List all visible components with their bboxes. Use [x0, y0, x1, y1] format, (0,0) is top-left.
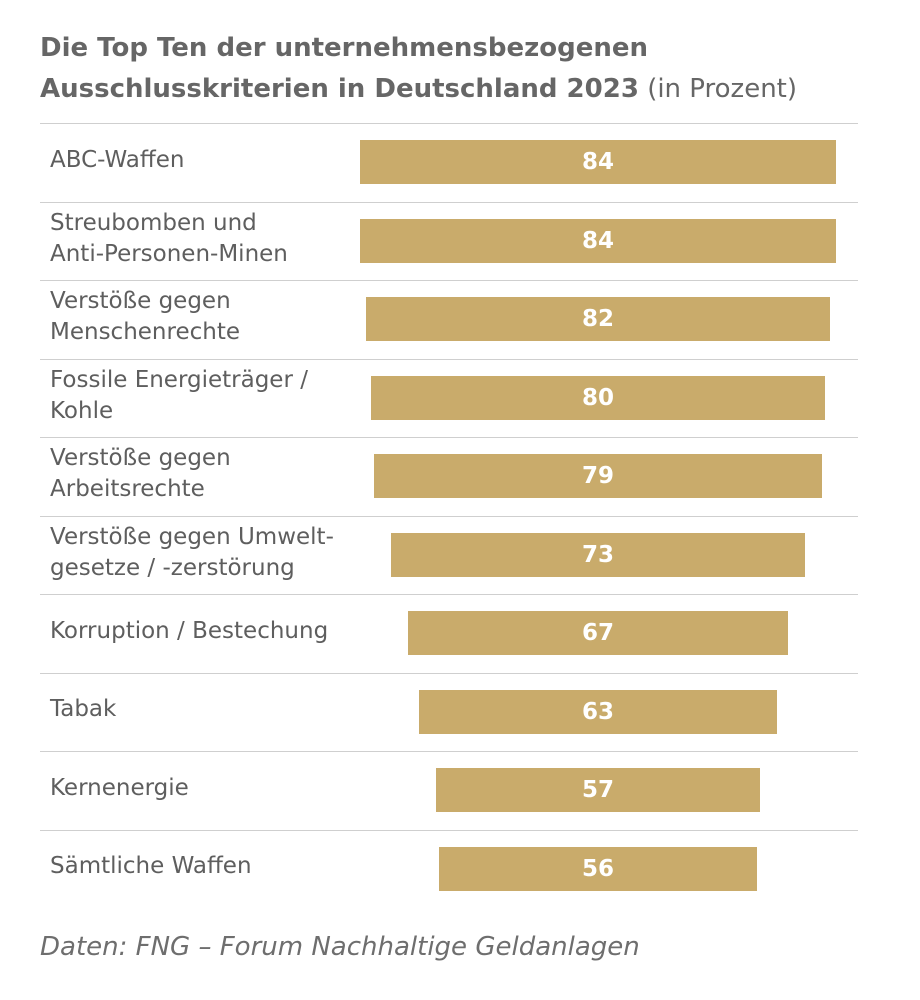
bar-value-label: 82 — [581, 306, 614, 333]
bar — [359, 218, 837, 263]
row-separator — [40, 751, 858, 752]
bar-value-label: 56 — [581, 855, 614, 882]
category-label: ABC-Waffen — [50, 145, 370, 176]
category-label: Tabak — [50, 694, 370, 725]
category-label-line: Anti-Personen-Minen — [50, 240, 288, 267]
category-label-line: Fossile Energieträger / — [50, 366, 308, 393]
chart-title-main: Die Top Ten der unternehmensbezogenen Au… — [40, 33, 648, 104]
bar — [371, 375, 825, 420]
category-label-line: Arbeitsrechte — [50, 476, 205, 503]
row-separator — [40, 594, 858, 595]
category-label-line: Korruption / Bestechung — [50, 617, 329, 644]
category-label-line: Tabak — [50, 696, 117, 723]
category-label-line: Streubomben und — [50, 209, 257, 236]
bar — [391, 532, 805, 577]
row-separator — [40, 673, 858, 674]
row-separator — [40, 280, 858, 281]
category-label-line: Kohle — [50, 397, 114, 424]
category-label-line: Sämtliche Waffen — [50, 853, 252, 880]
category-label-line: gesetze / -zerstörung — [50, 554, 295, 581]
chart-title: Die Top Ten der unternehmensbezogenen Au… — [40, 28, 900, 110]
category-label: Verstöße gegen Arbeitsrechte — [50, 443, 370, 505]
category-label-line: Kernenergie — [50, 774, 189, 801]
category-label: Fossile Energieträger / Kohle — [50, 365, 370, 427]
category-label: Verstöße gegen Menschenrechte — [50, 286, 370, 348]
category-label: Sämtliche Waffen — [50, 851, 370, 882]
category-label-line: Verstöße gegen Umwelt- — [50, 523, 334, 550]
bar-value-label: 80 — [581, 384, 614, 411]
bar-value-label: 63 — [581, 698, 614, 725]
row-separator — [40, 359, 858, 360]
bar — [436, 768, 760, 813]
category-label-line: ABC-Waffen — [50, 146, 185, 173]
bar — [408, 611, 788, 656]
bar-value-label: 57 — [581, 777, 614, 804]
row-separator — [40, 202, 858, 203]
category-label-line: Verstöße gegen — [50, 445, 231, 472]
source-note: Daten: FNG – Forum Nachhaltige Geldanlag… — [40, 932, 640, 962]
row-separator — [40, 437, 858, 438]
row-separator — [40, 516, 858, 517]
bar-value-label: 84 — [581, 227, 614, 254]
category-label: Streubomben und Anti-Personen-Minen — [50, 208, 370, 270]
bar — [365, 297, 831, 342]
bar — [439, 846, 757, 891]
category-label: Korruption / Bestechung — [50, 616, 370, 647]
bar — [419, 689, 777, 734]
bar — [359, 140, 837, 185]
bar-value-label: 67 — [581, 620, 614, 647]
category-label: Kernenergie — [50, 773, 370, 804]
row-separator — [40, 123, 858, 124]
bar — [374, 454, 822, 499]
row-separator — [40, 830, 858, 831]
bar-value-label: 79 — [581, 463, 614, 490]
bar-value-label: 73 — [581, 541, 614, 568]
category-label: Verstöße gegen Umwelt-gesetze / -zerstör… — [50, 522, 370, 584]
category-label-line: Menschenrechte — [50, 319, 240, 346]
bar-value-label: 84 — [581, 149, 614, 176]
chart-title-unit: (in Prozent) — [647, 74, 798, 104]
category-label-line: Verstöße gegen — [50, 288, 231, 315]
